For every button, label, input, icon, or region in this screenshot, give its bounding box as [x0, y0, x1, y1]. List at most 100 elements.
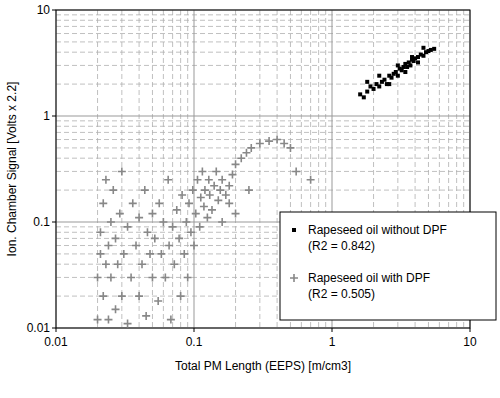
minor-grid-line [139, 10, 140, 328]
point [112, 305, 120, 313]
point [242, 149, 250, 157]
point [96, 228, 104, 236]
point [390, 76, 394, 80]
x-tick [194, 328, 195, 332]
minor-grid-line [56, 147, 470, 148]
point [210, 182, 218, 190]
minor-grid-line [56, 26, 470, 27]
legend-marker [292, 228, 296, 232]
point [138, 260, 146, 268]
y-tick [52, 116, 56, 117]
point [365, 80, 369, 84]
y-tick [52, 222, 56, 223]
point [228, 171, 236, 179]
background [0, 0, 500, 398]
point [109, 186, 117, 194]
point [148, 273, 156, 281]
legend: Rapeseed oil without DPF(R2 = 0.842)Rape… [280, 212, 496, 320]
point [382, 78, 386, 82]
point [112, 234, 120, 242]
point [247, 144, 255, 152]
point [196, 223, 204, 231]
point [142, 312, 150, 320]
point [189, 186, 197, 194]
point [387, 82, 391, 86]
point [286, 144, 294, 152]
point [169, 223, 177, 231]
point [408, 63, 412, 67]
point [164, 176, 172, 184]
grid-line [56, 116, 470, 117]
point [403, 70, 407, 74]
point [432, 47, 436, 51]
minor-grid-line [180, 10, 181, 328]
point [292, 167, 300, 175]
point [225, 199, 233, 207]
minor-grid-line [56, 158, 470, 159]
point [212, 167, 220, 175]
point [396, 63, 400, 67]
x-axis-title: Total PM Length (EEPS) [m/cm3] [175, 359, 351, 373]
point [193, 176, 201, 184]
legend-label: Rapeseed oil without DPF(R2 = 0.842) [308, 223, 447, 253]
point [129, 199, 137, 207]
point [177, 292, 185, 300]
x-tick [332, 328, 333, 332]
x-tick-label: 0.01 [44, 335, 68, 349]
point [135, 214, 143, 222]
minor-grid-line [56, 126, 470, 127]
minor-grid-line [56, 41, 470, 42]
point [190, 242, 198, 250]
x-tick-label: 10 [463, 335, 477, 349]
point [143, 228, 151, 236]
point [245, 186, 253, 194]
grid [56, 10, 470, 328]
point [216, 186, 224, 194]
minor-grid-line [56, 132, 470, 133]
point [175, 234, 183, 242]
point [104, 316, 112, 324]
minor-grid-line [163, 10, 164, 328]
y-tick [52, 328, 56, 329]
point [124, 223, 132, 231]
minor-grid-line [277, 10, 278, 328]
point [201, 186, 209, 194]
minor-grid-line [56, 120, 470, 121]
grid-line [194, 10, 195, 328]
point [421, 46, 425, 50]
point [377, 84, 381, 88]
point [127, 273, 135, 281]
point [132, 242, 140, 250]
point [114, 260, 122, 268]
point [180, 250, 188, 258]
point [104, 242, 112, 250]
point [159, 218, 167, 226]
point [237, 154, 245, 162]
y-tick-label: 10 [37, 3, 51, 17]
point [148, 210, 156, 218]
point [232, 160, 240, 168]
point [197, 194, 205, 202]
point [214, 196, 222, 204]
y-tick-label: 1 [43, 109, 50, 123]
point [203, 214, 211, 222]
point [94, 316, 102, 324]
point [178, 191, 186, 199]
point [116, 210, 124, 218]
point [185, 199, 193, 207]
point [120, 250, 128, 258]
point [107, 273, 115, 281]
y-axis-title: Ion. Chamber Signal [Volts x 2.2] [5, 82, 19, 257]
minor-grid-line [259, 10, 260, 328]
minor-grid-line [56, 52, 470, 53]
series-0 [358, 46, 436, 100]
point [273, 136, 281, 144]
point [151, 234, 159, 242]
point [365, 90, 369, 94]
minor-grid-line [56, 84, 470, 85]
point [205, 176, 213, 184]
y-tick [52, 10, 56, 11]
point [184, 273, 192, 281]
point [218, 218, 226, 226]
legend-box [280, 212, 496, 320]
